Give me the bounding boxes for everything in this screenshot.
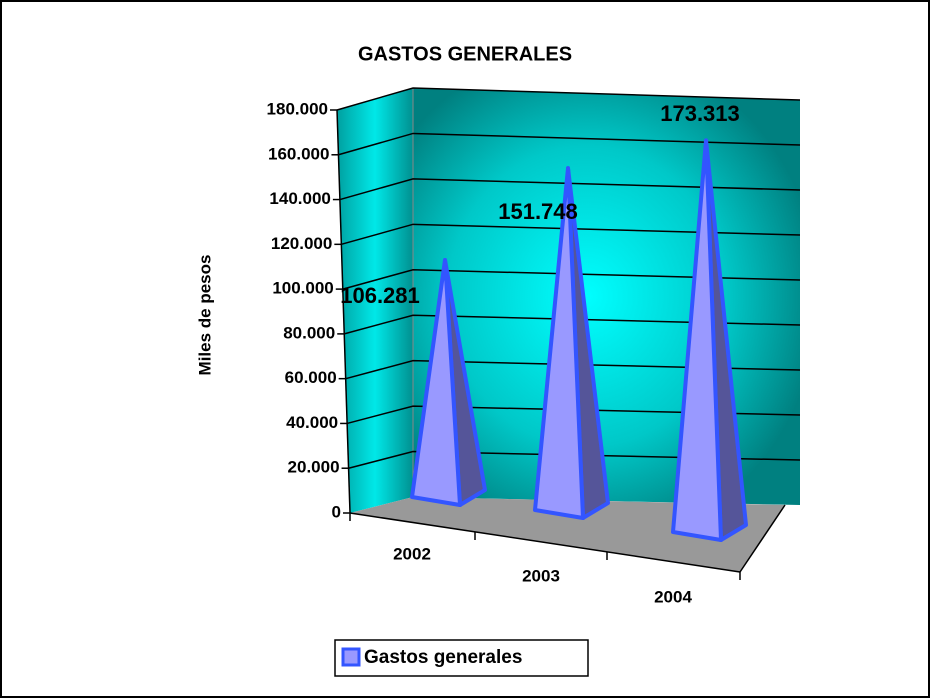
- legend-label: Gastos generales: [364, 647, 522, 668]
- grid-line: [348, 450, 801, 469]
- grid-line: [346, 405, 801, 425]
- grid-line: [342, 269, 801, 290]
- depth-axis: [739, 504, 786, 573]
- value-label: 106.281: [340, 283, 420, 308]
- pyramid-front: [671, 138, 723, 542]
- y-tick-label: 80.000: [283, 323, 335, 342]
- pyramid-front: [410, 257, 462, 507]
- grid-line: [341, 223, 801, 246]
- grid-line: [345, 359, 801, 380]
- x-tick-label: 2004: [654, 587, 692, 606]
- legend-swatch: [341, 647, 361, 667]
- chart-title: GASTOS GENERALES: [358, 43, 572, 65]
- value-label: 151.748: [498, 199, 578, 224]
- y-tick-label: 180.000: [267, 99, 328, 118]
- y-axis: [336, 109, 351, 514]
- y-tick-label: 60.000: [285, 368, 337, 387]
- y-tick-label: 120.000: [271, 234, 332, 253]
- y-tick-label: 0: [332, 502, 341, 521]
- pyramid-front: [533, 166, 585, 520]
- y-tick-label: 40.000: [286, 413, 338, 432]
- legend-box: [334, 639, 589, 677]
- grid-line: [336, 87, 801, 111]
- y-tick-label: 20.000: [288, 458, 340, 477]
- y-tick-label: 160.000: [268, 144, 329, 163]
- x-tick-label: 2002: [393, 544, 431, 563]
- grid-line: [338, 132, 801, 156]
- y-tick-label: 140.000: [269, 189, 330, 208]
- x-tick-label: 2003: [522, 566, 560, 585]
- y-tick-label: 100.000: [272, 279, 333, 298]
- grid-line: [339, 178, 801, 201]
- y-axis-label: Miles de pesos: [195, 255, 214, 376]
- value-label: 173.313: [660, 101, 740, 126]
- grid-line: [344, 314, 801, 335]
- x-axis: [349, 512, 741, 573]
